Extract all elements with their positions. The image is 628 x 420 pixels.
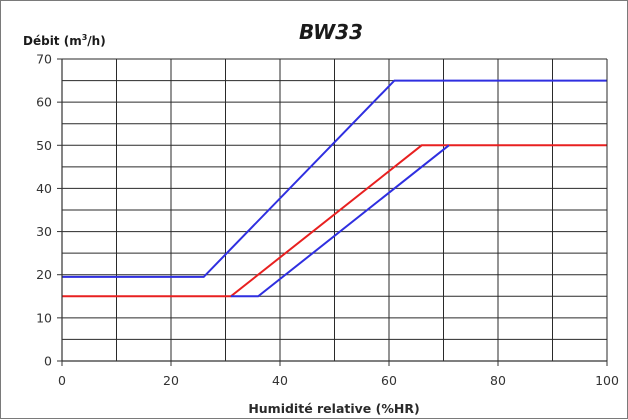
- y-tick-label: 10: [36, 310, 52, 325]
- x-axis-label: Humidité relative (%HR): [248, 401, 419, 416]
- series-line-1: [62, 79, 607, 278]
- axes: [57, 58, 608, 366]
- series-line-3: [230, 144, 450, 298]
- x-tick-label: 100: [595, 373, 619, 388]
- y-tick-label: 40: [36, 181, 52, 196]
- y-tick-label: 20: [36, 267, 52, 282]
- y-tick-label: 70: [36, 52, 52, 67]
- y-axis-label-superscript: 3: [82, 33, 88, 42]
- x-tick-label: 0: [58, 373, 66, 388]
- y-tick-label: 50: [36, 138, 52, 153]
- x-tick-label: 60: [381, 373, 397, 388]
- series-lines: [62, 79, 607, 298]
- y-axis-label-part-2: /h): [87, 34, 105, 48]
- y-tick-label: 60: [36, 95, 52, 110]
- chart-title: BW33: [299, 20, 363, 44]
- y-axis-label-part-1: Débit (m: [23, 34, 82, 48]
- grid-lines: [62, 58, 607, 361]
- series-line-2: [62, 144, 607, 298]
- x-tick-label: 40: [272, 373, 288, 388]
- y-tick-label: 0: [44, 354, 52, 369]
- x-tick-label: 20: [163, 373, 179, 388]
- tick-labels: 0 10 20 30 40 50 60 70 0 20 40 60 80 100: [36, 52, 619, 389]
- y-axis-label: Débit (m3/h): [23, 33, 106, 48]
- y-tick-label: 30: [36, 224, 52, 239]
- x-tick-label: 80: [490, 373, 506, 388]
